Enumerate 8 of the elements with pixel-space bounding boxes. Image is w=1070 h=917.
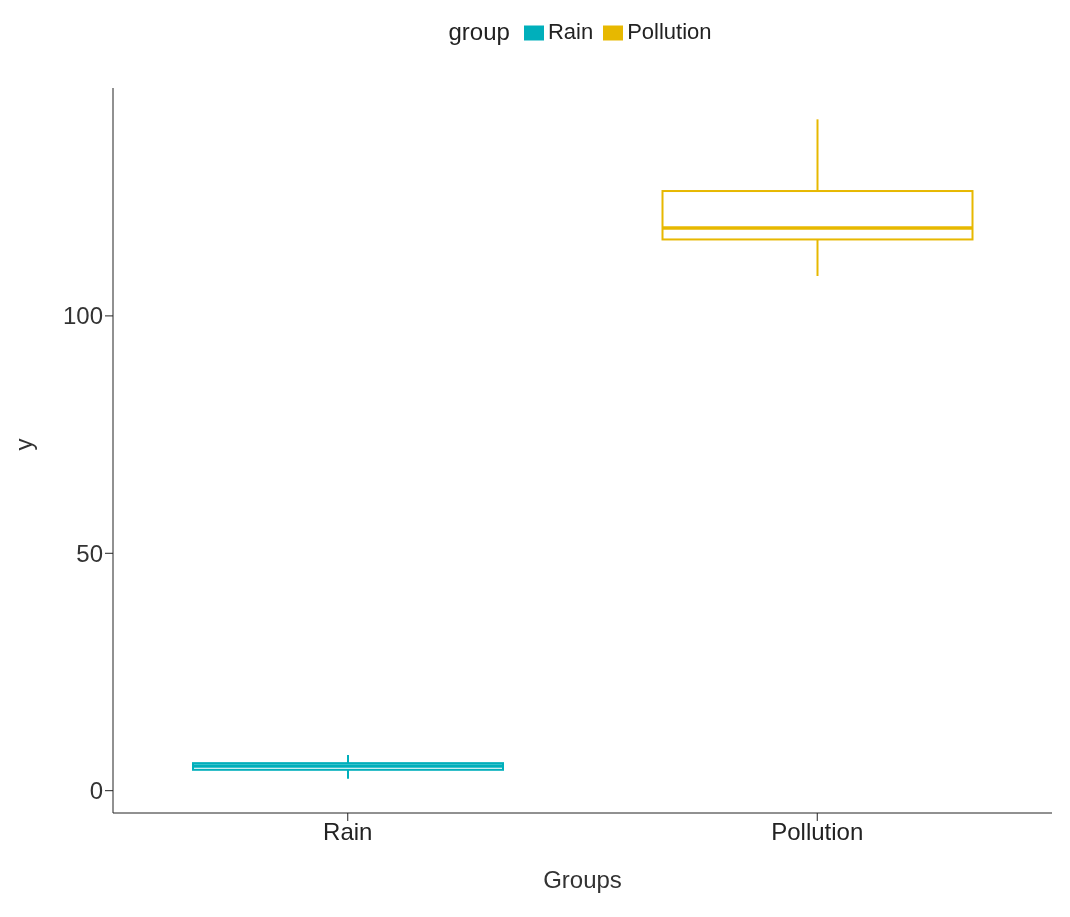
legend-label: Rain (547, 19, 594, 44)
y-axis-title: y (9, 438, 37, 451)
legend-label: Pollution (627, 19, 712, 44)
legend-title: group (448, 18, 510, 46)
y-tick-label: 100 (62, 302, 103, 330)
y-tick-label: 0 (89, 777, 103, 805)
x-axis-title: Groups (543, 866, 622, 893)
y-tick-label: 50 (76, 539, 103, 567)
